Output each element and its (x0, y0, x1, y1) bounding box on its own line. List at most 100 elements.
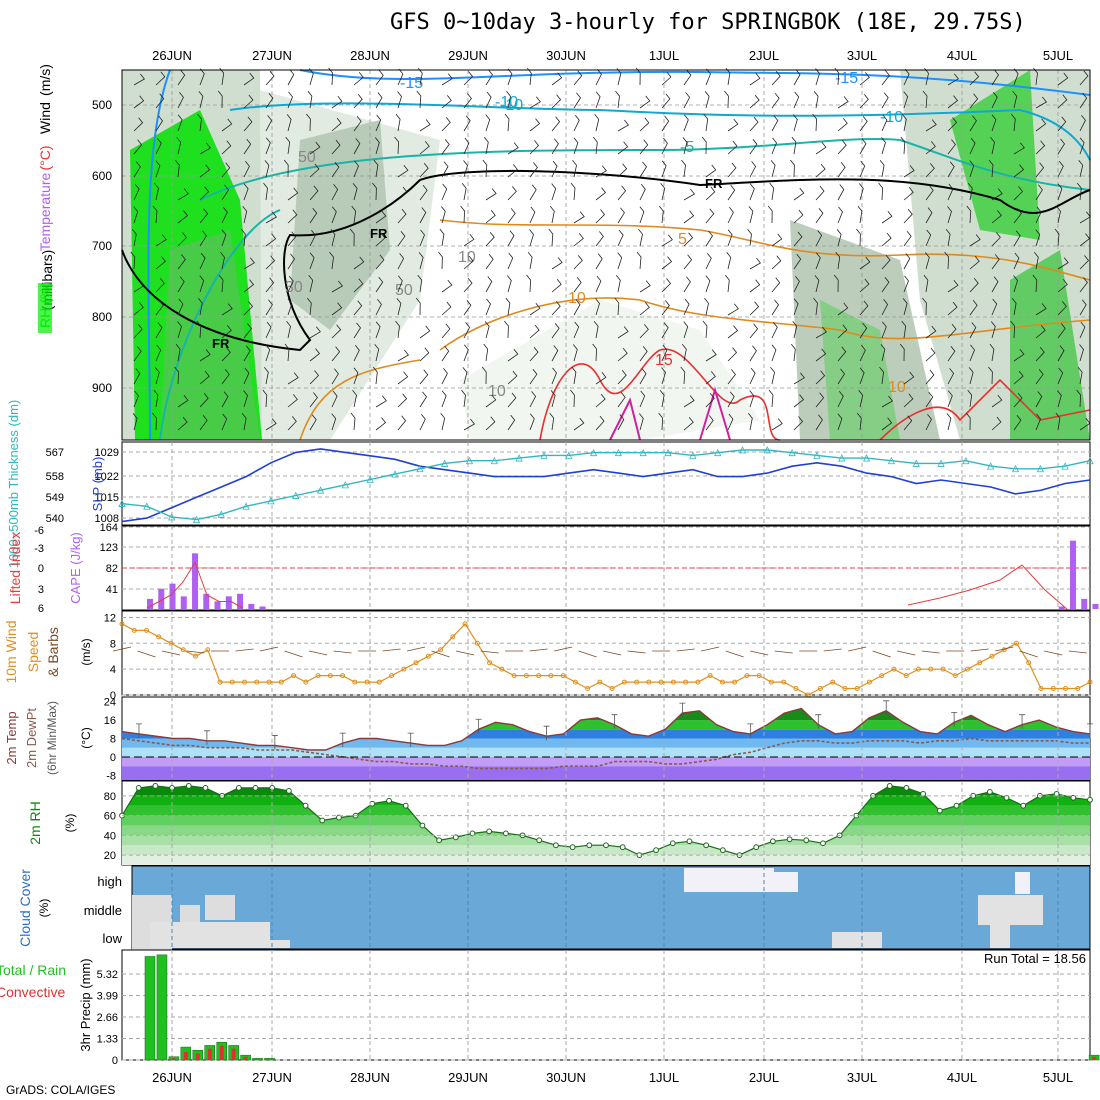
wind-speed-marker (658, 679, 664, 685)
wind-barb (683, 114, 689, 132)
thickness-marker (1061, 462, 1069, 470)
wind-barb (526, 274, 532, 293)
wind-barb (595, 415, 605, 431)
wind-speed-marker (891, 666, 897, 672)
wind-speed-marker (732, 679, 738, 685)
wind-barb (177, 298, 184, 316)
wind-barb (309, 141, 321, 155)
wind-barb (639, 139, 649, 155)
wind-barb (856, 228, 861, 247)
wind-barb (991, 416, 1002, 431)
wind-barb (1079, 344, 1084, 362)
wind-barb (771, 255, 782, 270)
wind-barb (551, 345, 559, 362)
wind-barb (791, 136, 797, 155)
wind-barb (749, 390, 755, 408)
wind-barb (573, 255, 583, 270)
wind-barb (705, 393, 715, 408)
wind-barb (705, 252, 712, 270)
wind-barb (749, 279, 761, 293)
surface-wind-barb (725, 650, 744, 658)
temp-minmax-bar (611, 714, 618, 729)
wind-barb (221, 162, 231, 178)
wind-barb (617, 207, 625, 224)
temp-minmax-bar (883, 700, 890, 715)
slp-panel-frame (121, 441, 1091, 526)
wind-barb (661, 367, 666, 385)
wind-barb (174, 366, 180, 385)
wind-barb (287, 69, 295, 86)
wind-barb (460, 205, 466, 224)
y-tick-label: 2.66 (97, 1012, 118, 1024)
rh-marker (786, 836, 793, 843)
wind-barb (617, 119, 630, 132)
wind-barb (573, 277, 582, 293)
wind-barb (287, 372, 299, 385)
rh-marker (703, 842, 710, 849)
slp-line (121, 448, 1091, 523)
surface-wind-barb (701, 646, 720, 652)
wind-barb (264, 160, 270, 178)
wind-barb (881, 211, 893, 224)
wind-barb (221, 369, 230, 385)
wind-barb (441, 368, 448, 385)
wind-barb (199, 371, 210, 385)
wind-barb (881, 395, 894, 408)
wind-barb (947, 368, 955, 385)
wind-barb (947, 345, 956, 362)
wind-barb (1013, 370, 1024, 385)
y-tick-label: 500 (92, 98, 112, 112)
wind-barb (1035, 184, 1043, 201)
surface-wind-barb (112, 646, 132, 652)
wind-barb (988, 159, 994, 178)
y-tick-label: 5.32 (97, 969, 118, 981)
wind-barb (704, 91, 710, 109)
wind-barb (221, 118, 233, 132)
wind-barb (506, 275, 512, 293)
wind-barb (705, 415, 714, 431)
wind-barb (903, 275, 909, 293)
wind-speed-marker (830, 679, 836, 685)
rh-marker (1087, 796, 1093, 803)
wind-barb (221, 303, 233, 316)
wind-barb (441, 183, 448, 201)
wind-barb (461, 182, 467, 201)
wind-barb (1054, 228, 1060, 247)
contour-label: 30 (285, 279, 303, 296)
y-tick-label-left: -6 (34, 525, 44, 537)
contour-label: 10 (458, 249, 476, 266)
wind-barb (879, 159, 885, 178)
date-label-top: 5JUL (1043, 48, 1073, 63)
wind-barb (1013, 186, 1024, 201)
wind-barb (573, 92, 581, 109)
wind-barb (286, 114, 292, 132)
wind-barb (309, 230, 316, 247)
wind-barb (793, 416, 804, 431)
wind-barb (903, 371, 915, 385)
wind-barb (441, 95, 452, 109)
surface-wind-barb (529, 648, 548, 652)
y-axis-label-part: Wind (37, 102, 53, 134)
surface-wind-barb (1068, 650, 1087, 654)
y-tick-label: 20 (104, 850, 116, 862)
isotherm (159, 209, 281, 441)
wind-barb (265, 211, 278, 224)
thickness-marker (962, 456, 970, 465)
wind-barb (793, 209, 804, 224)
wind-barb (551, 160, 558, 178)
wind-barb (177, 395, 189, 408)
wind-barb (419, 229, 425, 247)
wind-barb (859, 300, 869, 316)
wind-barb (505, 297, 511, 316)
wind-speed-marker (793, 686, 799, 692)
wind-barb (881, 254, 891, 270)
date-label-bottom: 29JUN (448, 1070, 488, 1085)
wind-barb (683, 254, 693, 270)
cloud-block (978, 895, 1043, 925)
precip-total-bar (156, 954, 168, 1061)
wind-barb (155, 278, 165, 293)
wind-barb (551, 257, 563, 270)
surface-wind-barb (578, 650, 597, 658)
wind-barb (639, 95, 651, 109)
wind-barb (463, 71, 474, 86)
